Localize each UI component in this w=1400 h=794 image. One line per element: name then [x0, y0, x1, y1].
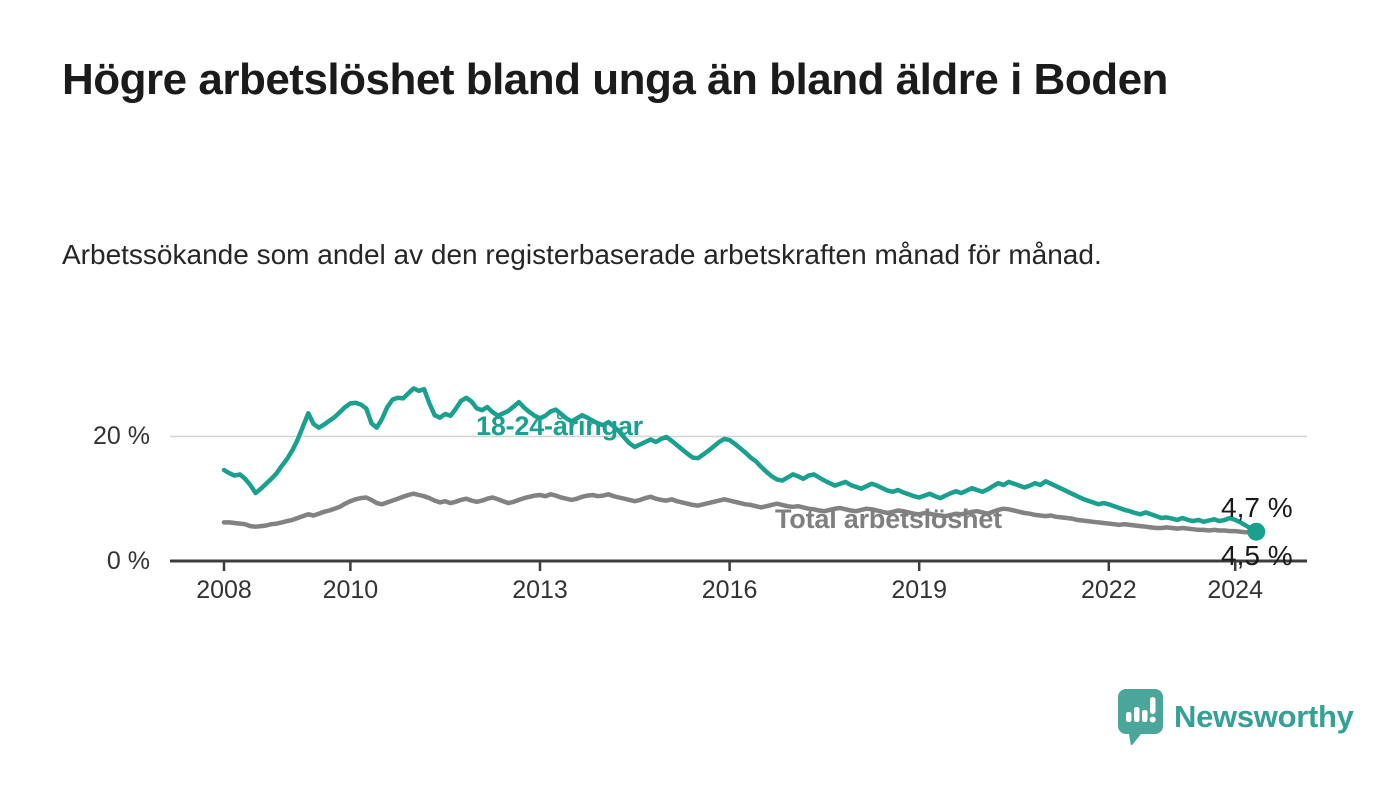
x-axis-tick-label: 2016 [701, 576, 758, 604]
y-axis-tick-label-0: 0 % [106, 547, 150, 575]
series-label-total: Total arbetslöshet [775, 504, 1002, 534]
x-axis-tick-label: 2019 [891, 576, 947, 604]
chart-subtitle: Arbetssökande som andel av den registerb… [62, 239, 1102, 270]
series-label-youth: 18-24-åringar [476, 411, 643, 441]
line-Total arbetslöshet [221, 491, 1259, 536]
line-18-24-åringar [221, 386, 1259, 534]
bar-chart-speech-bubble-icon [1118, 689, 1163, 746]
end-value-label-youth: 4,7 % [1221, 492, 1293, 523]
x-axis-tick-label: 2010 [322, 576, 379, 604]
newsworthy-wordmark: Newsworthy [1174, 699, 1354, 734]
end-point-marker [1247, 522, 1266, 541]
x-axis-tick-label: 2022 [1080, 576, 1137, 604]
end-value-label-total: 4,5 % [1221, 540, 1293, 571]
x-axis-tick-label: 2024 [1207, 576, 1263, 604]
y-axis-tick-label-20: 20 % [93, 422, 150, 450]
newsworthy-branding: Newsworthy [1117, 688, 1354, 746]
x-axis-tick-label: 2008 [196, 576, 252, 604]
x-axis-tick-label: 2013 [512, 576, 568, 604]
chart-title: Högre arbetslöshet bland unga än bland ä… [62, 55, 1168, 104]
